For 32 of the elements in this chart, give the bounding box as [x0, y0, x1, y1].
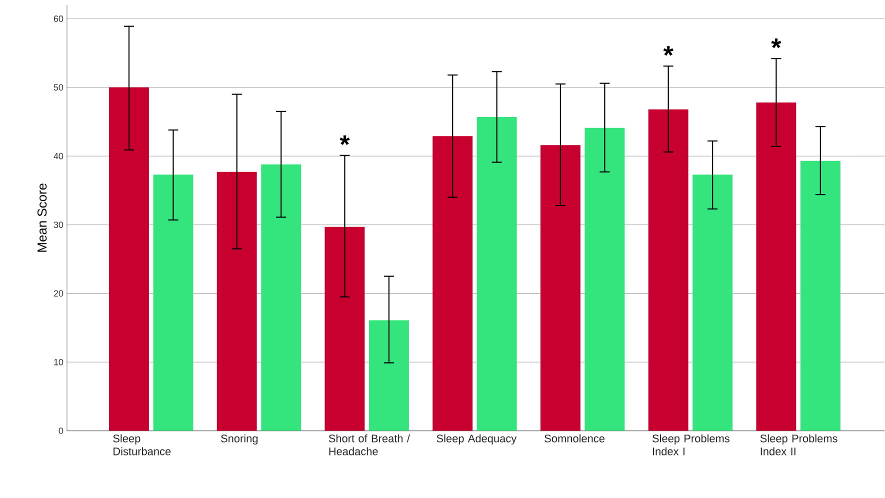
y-tick-label: 60: [54, 16, 64, 22]
bar: [756, 102, 796, 431]
data-label: *: [663, 46, 674, 56]
bar: [369, 320, 409, 431]
bar: [540, 145, 580, 431]
bar: [648, 109, 688, 431]
x-tick-label: Sleep Disturbance: [113, 434, 171, 456]
bar: [432, 136, 473, 431]
x-tick-label: Sleep Adequacy: [436, 434, 517, 445]
x-tick-label: Sleep Problems Index I: [652, 434, 730, 456]
x-tick-label: Short of Breath / Headache: [328, 434, 410, 456]
bar: [324, 226, 365, 431]
y-tick-label: 0: [58, 428, 64, 434]
bar: [476, 117, 517, 431]
y-axis-title: Mean Score: [37, 184, 47, 252]
y-tick-label: 10: [54, 359, 64, 366]
bar: [109, 88, 149, 431]
bar: [800, 161, 840, 431]
bar: [153, 174, 194, 431]
y-tick-label: 50: [54, 84, 64, 91]
data-label: *: [771, 38, 782, 48]
y-tick-label: 20: [54, 290, 64, 297]
data-label: *: [340, 135, 350, 146]
bar: [261, 164, 302, 431]
x-tick-label: Snoring: [221, 434, 258, 445]
y-tick-label: 40: [54, 153, 64, 160]
bar: [692, 174, 733, 431]
y-tick-label: 30: [54, 222, 64, 228]
x-tick-label: Somnolence: [544, 434, 605, 442]
x-tick-label: Sleep Problems Index II: [760, 434, 838, 456]
bar: [584, 128, 625, 431]
bar: [216, 172, 257, 431]
